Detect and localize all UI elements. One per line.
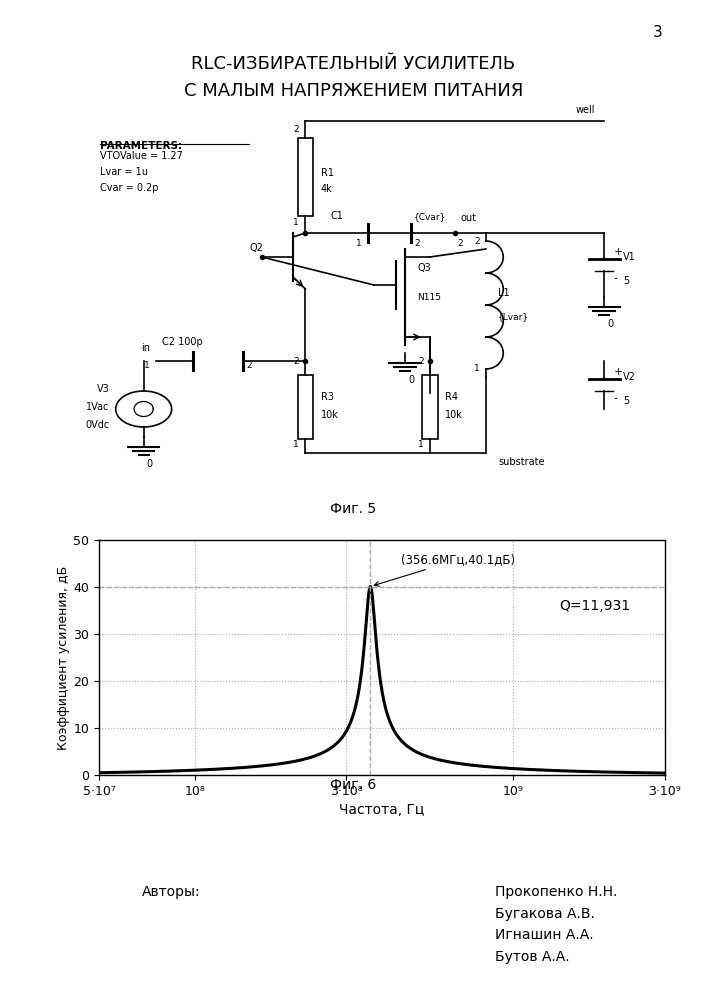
Text: 10k: 10k [321, 410, 339, 420]
Text: C2 100p: C2 100p [163, 337, 203, 347]
Text: 2: 2 [293, 357, 299, 365]
Text: 5: 5 [623, 396, 629, 406]
Text: 2: 2 [246, 360, 252, 369]
Text: R1: R1 [321, 168, 334, 178]
Bar [422, 375, 438, 439]
Text: in: in [141, 343, 150, 353]
Text: 2: 2 [414, 238, 420, 247]
Text: {Cvar}: {Cvar} [414, 212, 447, 221]
Text: substrate: substrate [498, 457, 545, 467]
Text: N115: N115 [417, 293, 441, 302]
Text: 0: 0 [147, 459, 153, 469]
Text: Фиг. 5: Фиг. 5 [330, 502, 377, 516]
Text: Авторы:: Авторы: [141, 885, 200, 899]
Text: 5: 5 [623, 276, 629, 286]
Text: 0Vdc: 0Vdc [86, 420, 110, 430]
Text: 0: 0 [607, 319, 613, 329]
Bar [298, 138, 313, 216]
Text: -: - [614, 273, 617, 283]
Text: +: + [614, 247, 623, 257]
Text: С МАЛЫМ НАПРЯЖЕНИЕМ ПИТАНИЯ: С МАЛЫМ НАПРЯЖЕНИЕМ ПИТАНИЯ [184, 82, 523, 100]
Text: 3: 3 [653, 25, 662, 40]
Text: 1Vac: 1Vac [86, 402, 110, 412]
Text: V2: V2 [623, 372, 636, 382]
Text: (356.6МГц,40.1дБ): (356.6МГц,40.1дБ) [374, 553, 515, 586]
Text: C1: C1 [330, 211, 343, 221]
Text: well: well [575, 105, 595, 115]
Text: +: + [614, 367, 623, 377]
Text: 4k: 4k [321, 184, 333, 194]
Text: out: out [461, 213, 477, 223]
Text: 2: 2 [418, 357, 423, 365]
Text: R4: R4 [445, 392, 458, 402]
X-axis label: Частота, Гц: Частота, Гц [339, 803, 424, 817]
Text: {Lvar}: {Lvar} [498, 312, 530, 322]
Text: RLC-ИЗБИРАТЕЛЬНЫЙ УСИЛИТЕЛЬ: RLC-ИЗБИРАТЕЛЬНЫЙ УСИЛИТЕЛЬ [192, 55, 515, 73]
Text: 1: 1 [293, 218, 299, 227]
Text: Q3: Q3 [417, 263, 431, 273]
Text: 1: 1 [293, 440, 299, 449]
Text: L1: L1 [498, 288, 510, 298]
Text: VTOValue = 1.27: VTOValue = 1.27 [100, 151, 183, 161]
Text: Q2: Q2 [250, 243, 263, 253]
Text: V1: V1 [623, 252, 636, 262]
Text: 1: 1 [418, 440, 423, 449]
Text: Cvar = 0.2p: Cvar = 0.2p [100, 183, 158, 193]
Text: 1: 1 [474, 364, 479, 373]
Y-axis label: Коэффициент усиления, дБ: Коэффициент усиления, дБ [57, 565, 71, 750]
Text: Фиг. 6: Фиг. 6 [330, 778, 377, 792]
Text: R3: R3 [321, 392, 334, 402]
Text: Q=11,931: Q=11,931 [559, 599, 631, 613]
Text: -: - [614, 393, 617, 403]
Text: Lvar = 1u: Lvar = 1u [100, 167, 148, 177]
Text: 1: 1 [144, 360, 150, 369]
Text: V3: V3 [97, 384, 110, 394]
Text: 0: 0 [408, 375, 414, 385]
Text: 1: 1 [356, 238, 361, 247]
Text: PARAMETERS:: PARAMETERS: [100, 141, 182, 151]
Text: 2: 2 [293, 125, 299, 134]
Text: 10k: 10k [445, 410, 463, 420]
Text: 2: 2 [458, 238, 464, 247]
Text: 2: 2 [474, 237, 479, 246]
Text: Прокопенко Н.Н.
Бугакова А.В.
Игнашин А.А.
Бутов А.А.: Прокопенко Н.Н. Бугакова А.В. Игнашин А.… [495, 885, 617, 964]
Bar [298, 375, 313, 439]
